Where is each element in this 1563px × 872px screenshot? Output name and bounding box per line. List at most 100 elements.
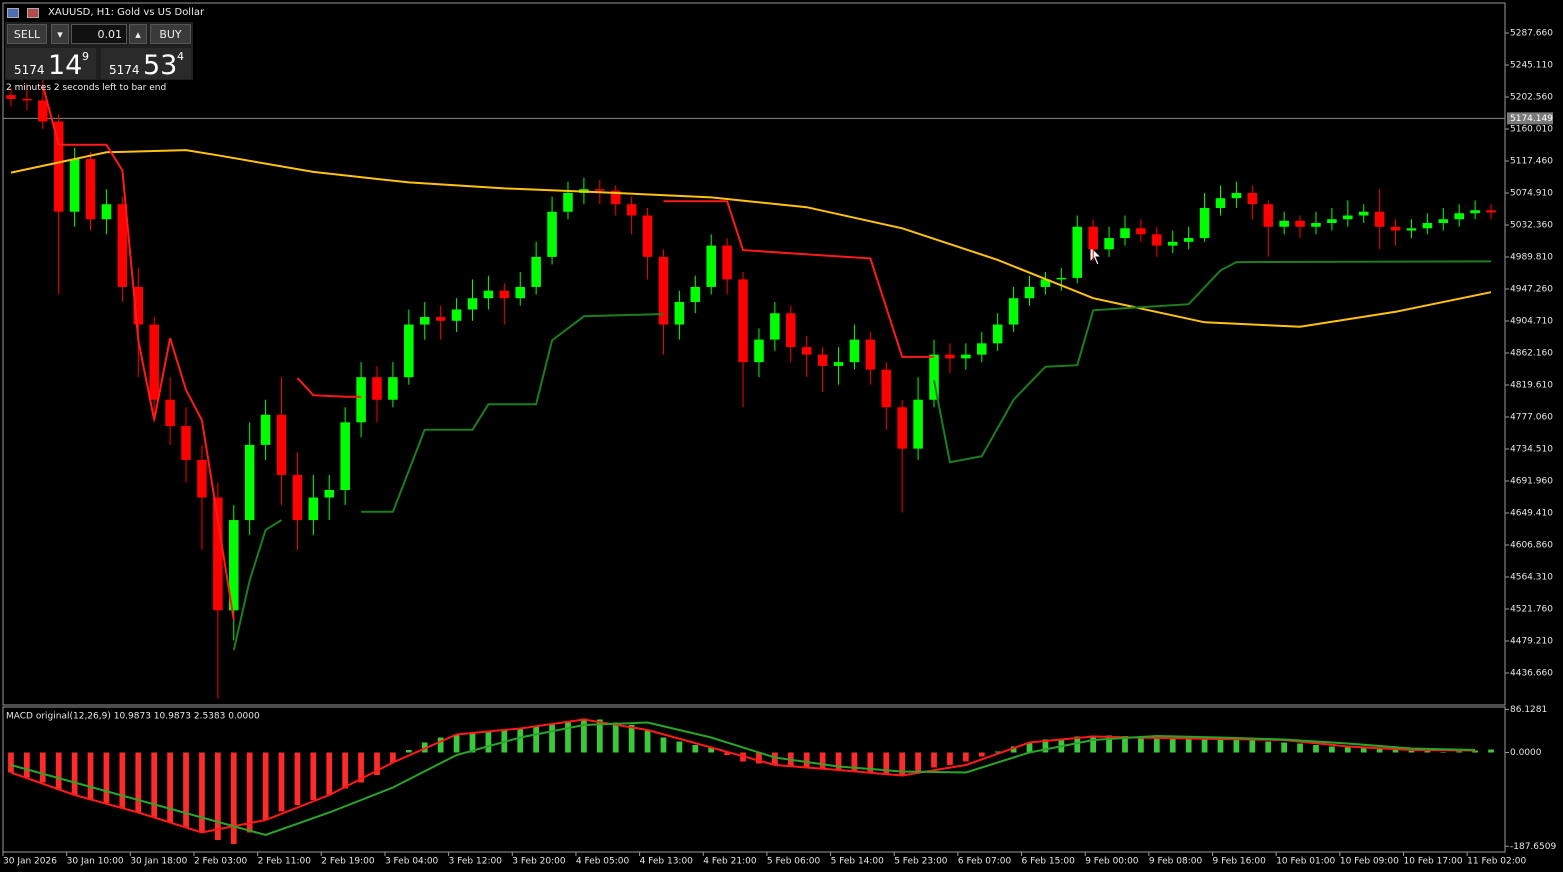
candle-body [117, 204, 128, 287]
volume-down[interactable]: ▾ [51, 24, 69, 44]
volume-input[interactable]: 0.01 [71, 24, 127, 44]
candle-body [976, 343, 987, 355]
candle-body [38, 100, 48, 122]
candle-body [6, 95, 16, 99]
macd-bar [660, 737, 667, 753]
macd-bar [87, 752, 94, 800]
macd-bar [246, 752, 253, 833]
macd-bar [24, 752, 30, 778]
y-tick-label: 4862.160 [1510, 348, 1553, 358]
macd-bar [453, 734, 460, 753]
y-tick-label: 5245.110 [1510, 60, 1553, 70]
candle-body [929, 354, 939, 400]
macd-bar [1185, 739, 1192, 753]
candle-body [1231, 192, 1242, 199]
macd-bar [214, 752, 221, 840]
macd-bar [1297, 743, 1303, 753]
macd-bar [978, 752, 985, 757]
macd-bar [71, 752, 78, 795]
candle-body [483, 290, 494, 299]
candle-body [1438, 219, 1449, 224]
candle-body [356, 377, 366, 423]
x-tick-label: 10 Feb 09:00 [1340, 857, 1399, 867]
candle-body [292, 474, 303, 521]
candle-body [690, 286, 701, 302]
macd-bar [1217, 738, 1224, 753]
x-tick-label: 5 Feb 06:00 [767, 857, 821, 867]
macd-bar [549, 723, 555, 753]
volume-up[interactable]: ▴ [129, 24, 147, 44]
x-tick-label: 10 Feb 17:00 [1404, 857, 1463, 867]
candle-body [1040, 279, 1051, 287]
macd-bar [1106, 735, 1112, 753]
candle-body [992, 324, 1003, 344]
candle-body [1327, 219, 1337, 224]
macd-bar [1313, 745, 1319, 753]
y-tick-label: 4564.310 [1510, 572, 1553, 582]
y-tick-label: 4479.210 [1510, 636, 1553, 646]
macd-bar [1201, 738, 1208, 753]
x-tick-label: 9 Feb 16:00 [1213, 857, 1267, 867]
macd-bar [1122, 736, 1128, 753]
candle-body [1263, 204, 1274, 227]
y-tick-label: 4777.060 [1510, 412, 1553, 422]
candle-body [1343, 215, 1353, 220]
x-tick-label: 3 Feb 20:00 [512, 857, 566, 867]
y-tick-label: 4904.710 [1510, 316, 1553, 326]
macd-bar [883, 752, 890, 774]
macd-bar [199, 752, 205, 833]
x-tick-label: 30 Jan 2026 [3, 857, 57, 867]
macd-bar [1153, 738, 1160, 753]
macd-bar [1392, 749, 1399, 753]
y-tick-label: 4819.610 [1510, 380, 1553, 390]
y-tick-label: 5032.360 [1510, 220, 1553, 230]
y-tick-label: -187.6509 [1510, 842, 1556, 852]
macd-bar [1456, 751, 1463, 753]
macd-bar [1424, 751, 1431, 753]
candle-body [801, 347, 812, 355]
candle-body [833, 362, 844, 366]
macd-bar [405, 750, 412, 753]
x-tick-label: 4 Feb 13:00 [640, 857, 694, 867]
macd-bar [374, 752, 380, 775]
macd-bar [1074, 736, 1081, 753]
candle-body [1247, 192, 1258, 205]
candle-body [1088, 226, 1098, 250]
candle-body [197, 459, 207, 498]
candle-body [642, 215, 653, 257]
macd-bar [1265, 741, 1272, 753]
candle-body [786, 313, 796, 348]
bid-big: 5174 [14, 63, 45, 77]
macd-bar [772, 752, 778, 765]
bid-price[interactable]: 5174 14 9 [6, 48, 96, 81]
x-tick-label: 9 Feb 08:00 [1149, 857, 1203, 867]
candle-body [181, 426, 191, 460]
candle-body [1470, 210, 1480, 214]
macd-bar [1138, 737, 1144, 753]
macd-bar [230, 752, 237, 844]
candle-body [244, 444, 255, 521]
candle-body [22, 98, 32, 101]
y-tick-label: 0.0000 [1510, 748, 1542, 758]
macd-bar [167, 752, 173, 823]
candle-body [276, 414, 287, 475]
macd-bar [676, 741, 683, 753]
y-tick-label: 4649.410 [1510, 508, 1553, 518]
sell-button[interactable]: SELL [7, 24, 47, 44]
buy-button[interactable]: BUY [150, 24, 191, 44]
candle-body [722, 245, 732, 280]
icon [7, 8, 19, 18]
macd-bar [1281, 742, 1288, 753]
candle-body [419, 317, 430, 325]
candle-body [706, 245, 716, 287]
indicator-line [10, 718, 1476, 834]
candle-body [961, 354, 971, 359]
macd-pane [2, 706, 1506, 853]
macd-bar [55, 752, 62, 790]
candle-body [1120, 228, 1130, 239]
candle-body [499, 290, 510, 299]
ask-price[interactable]: 5174 53 4 [101, 48, 191, 81]
y-tick-label: 5202.560 [1510, 92, 1553, 102]
candle-body [1390, 226, 1401, 231]
